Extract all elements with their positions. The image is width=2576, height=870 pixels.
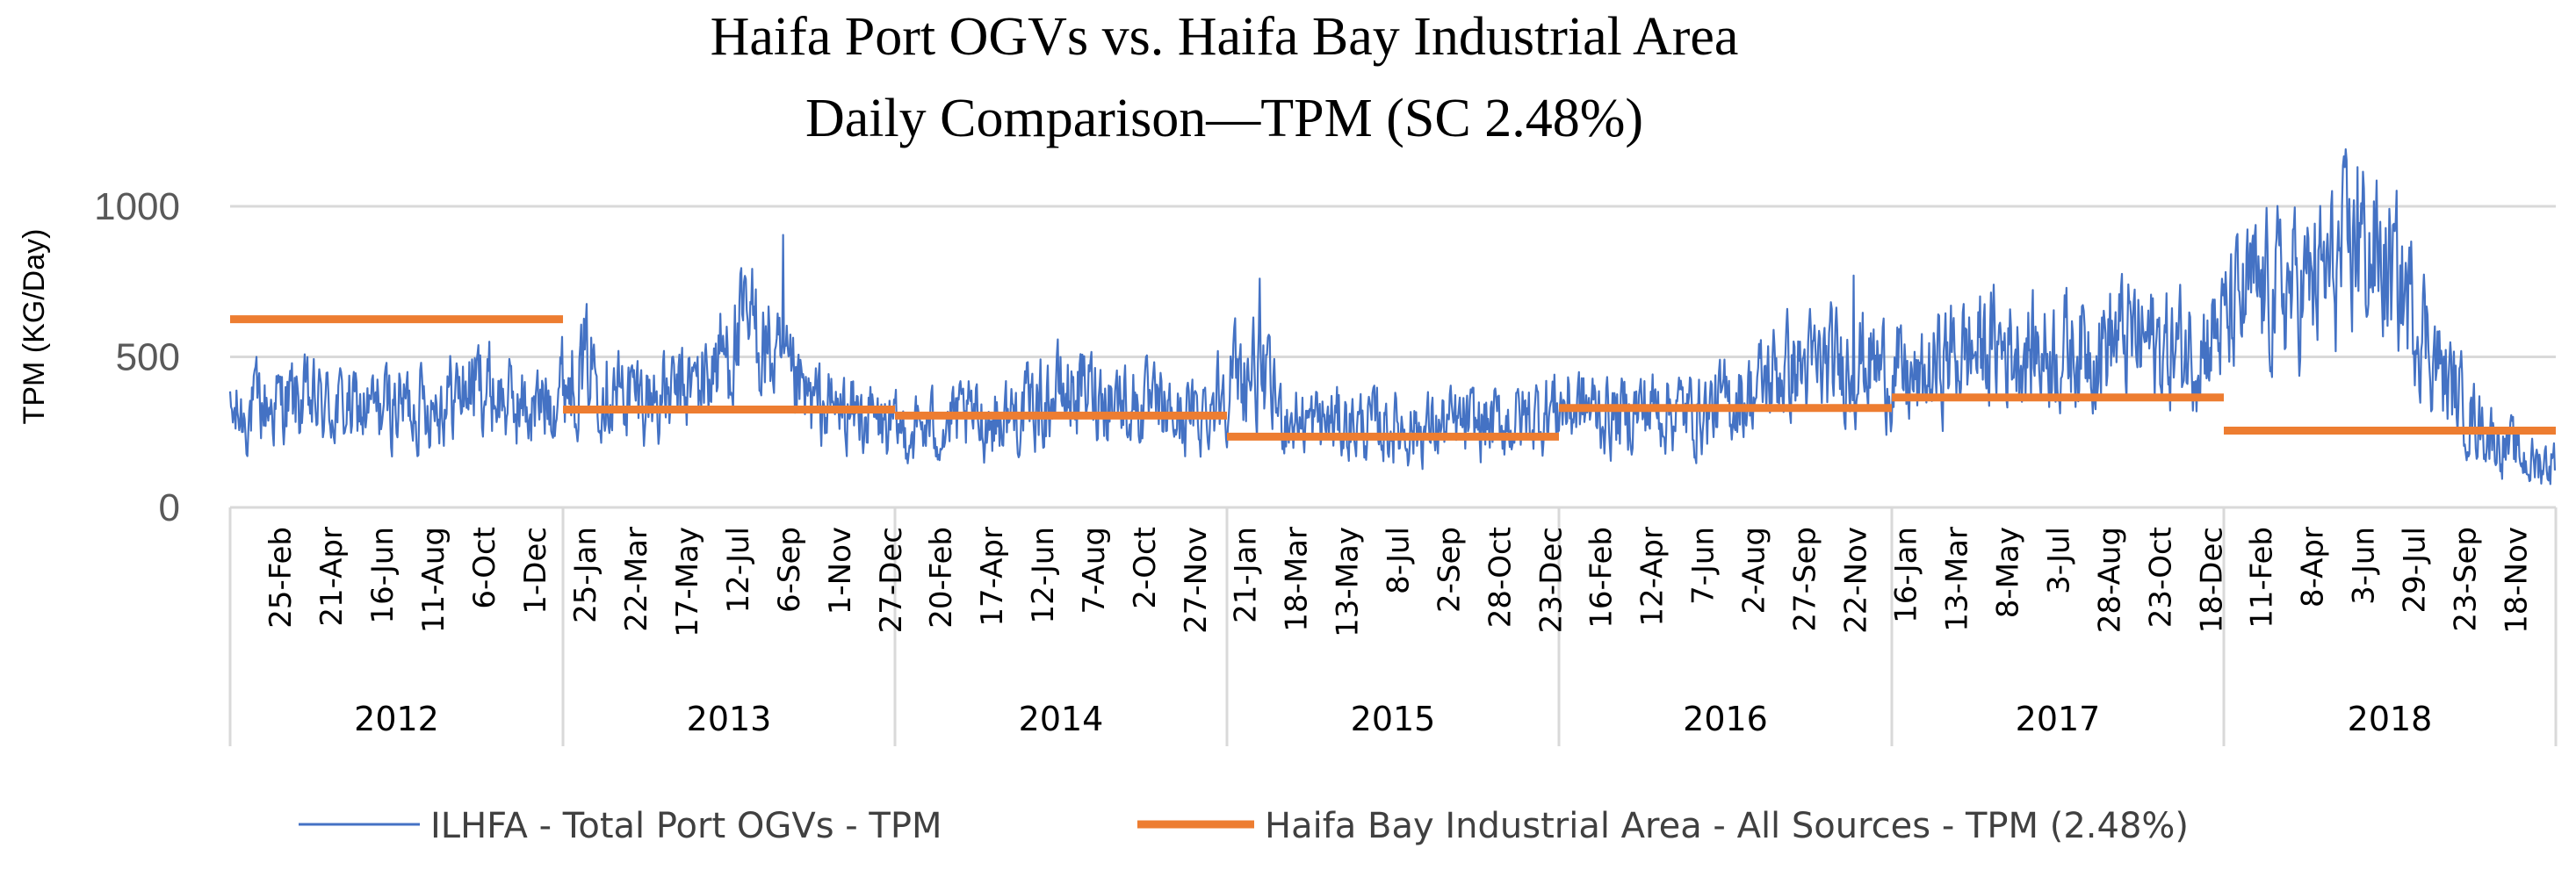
y-axis-label: TPM (KG/Day)	[18, 229, 51, 425]
year-label: 2018	[2348, 700, 2433, 738]
x-tick-label: 11-Feb	[2244, 527, 2279, 629]
legend-label-industrial-tpm: Haifa Bay Industrial Area - All Sources …	[1265, 806, 2189, 846]
x-tick-label: 29-Jul	[2397, 527, 2432, 613]
x-tick-label: 23-Sep	[2448, 527, 2483, 632]
x-tick-label: 11-Aug	[416, 527, 451, 633]
y-axis-ticks: 0 500 1000	[94, 185, 180, 529]
x-tick-label: 16-Jun	[365, 527, 400, 624]
x-tick-label: 16-Feb	[1584, 527, 1620, 629]
x-tick-label: 8-May	[1991, 527, 2026, 618]
x-tick-label: 8-Jul	[1382, 527, 1417, 594]
legend-label-ogv-tpm: ILHFA - Total Port OGVs - TPM	[430, 806, 942, 846]
x-tick-label: 1-Dec	[518, 527, 553, 615]
x-tick-label: 27-Nov	[1179, 527, 1214, 634]
x-tick-label: 12-Jun	[1026, 527, 1061, 624]
x-tick-label: 3-Jul	[2042, 527, 2077, 594]
x-tick-label: 27-Dec	[874, 527, 909, 633]
x-tick-label: 21-Apr	[314, 527, 350, 627]
x-tick-label: 27-Sep	[1788, 527, 1823, 632]
year-label: 2017	[2016, 700, 2101, 738]
x-tick-label: 6-Oct	[467, 527, 502, 609]
x-tick-label: 12-Jul	[721, 527, 756, 613]
year-label: 2012	[354, 700, 439, 738]
x-tick-label: 2-Oct	[1128, 527, 1163, 609]
year-label: 2013	[687, 700, 772, 738]
x-tick-label: 20-Feb	[924, 527, 959, 629]
x-tick-label: 7-Aug	[1077, 527, 1112, 615]
y-tick-label: 1000	[94, 185, 180, 228]
x-tick-label: 28-Aug	[2093, 527, 2128, 633]
x-tick-label: 17-May	[670, 527, 705, 637]
legend: ILHFA - Total Port OGVs - TPM Haifa Bay …	[299, 806, 2189, 846]
x-tick-label: 23-Dec	[1534, 527, 1569, 633]
x-tick-label: 13-May	[1331, 527, 1366, 637]
x-tick-label: 6-Sep	[772, 527, 807, 613]
x-tick-label: 22-Mar	[619, 527, 654, 632]
chart-title-line-1: Haifa Port OGVs vs. Haifa Bay Industrial…	[711, 7, 1739, 67]
x-tick-label: 17-Apr	[975, 527, 1010, 627]
x-tick-label: 25-Jan	[568, 527, 603, 623]
x-axis: 25-Feb 21-Apr 16-Jun 11-Aug 6-Oct 1-Dec 2012 25…	[228, 506, 2558, 746]
y-tick-label: 0	[159, 486, 180, 529]
x-tick-label: 12-Apr	[1635, 527, 1670, 627]
year-label: 2014	[1019, 700, 1104, 738]
year-label: 2016	[1683, 700, 1768, 738]
x-tick-label: 2-Aug	[1737, 527, 1772, 615]
series-lines	[228, 147, 2557, 485]
x-tick-label: 18-Dec	[2195, 527, 2230, 633]
x-tick-label: 2-Sep	[1432, 527, 1468, 613]
x-tick-label: 18-Mar	[1280, 527, 1315, 632]
x-tick-label: 21-Jan	[1229, 527, 1264, 623]
x-tick-label: 18-Nov	[2499, 527, 2534, 634]
x-tick-label: 7-Jun	[1686, 527, 1721, 605]
x-tick-label: 22-Nov	[1839, 527, 1874, 634]
x-tick-label: 28-Oct	[1483, 527, 1519, 628]
x-tick-label: 13-Mar	[1940, 527, 1975, 632]
chart-title-line-2: Daily Comparison—TPM (SC 2.48%)	[805, 89, 1643, 148]
x-tick-label: 3-Jun	[2346, 527, 2381, 605]
x-tick-label: 1-Nov	[823, 527, 858, 615]
y-tick-label: 500	[116, 336, 180, 379]
x-tick-label: 23-Oct	[2144, 527, 2179, 628]
x-tick-label: 25-Feb	[263, 527, 299, 629]
year-label: 2015	[1351, 700, 1436, 738]
x-tick-label: 8-Apr	[2295, 527, 2330, 608]
x-tick-label: 16-Jan	[1889, 527, 1924, 623]
